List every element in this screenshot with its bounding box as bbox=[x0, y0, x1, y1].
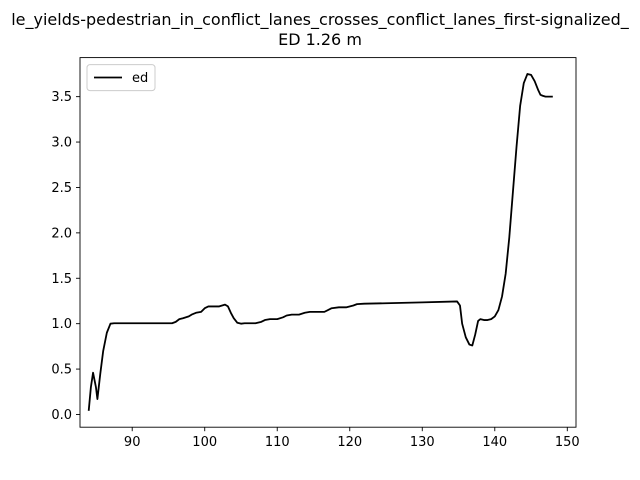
y-tick-label: 1.5 bbox=[51, 272, 72, 287]
series-line-ed bbox=[87, 73, 553, 411]
x-tick-label: 130 bbox=[410, 435, 435, 450]
y-tick-label: 3.5 bbox=[51, 90, 72, 105]
y-tick-label: 1.0 bbox=[51, 317, 72, 332]
x-tick-label: 120 bbox=[337, 435, 362, 450]
y-axis-ticks: 0.0 0.5 1.0 1.5 2.0 2.5 3.0 3.5 bbox=[51, 90, 80, 423]
x-tick-label: 100 bbox=[192, 435, 217, 450]
x-axis-ticks: 90 100 110 120 130 140 150 bbox=[124, 427, 580, 450]
x-tick-label: 150 bbox=[555, 435, 580, 450]
chart-subtitle: ED 1.26 m bbox=[278, 30, 362, 49]
y-tick-label: 2.0 bbox=[51, 226, 72, 241]
y-tick-label: 0.5 bbox=[51, 363, 72, 378]
y-tick-label: 0.0 bbox=[51, 408, 72, 423]
legend-label-ed: ed bbox=[132, 71, 148, 86]
y-tick-label: 3.0 bbox=[51, 136, 72, 151]
y-tick-label: 2.5 bbox=[51, 181, 72, 196]
chart-title: le_yields-pedestrian_in_conflict_lanes_c… bbox=[11, 10, 630, 30]
x-tick-label: 90 bbox=[124, 435, 141, 450]
x-tick-label: 140 bbox=[482, 435, 507, 450]
x-tick-label: 110 bbox=[265, 435, 290, 450]
plot-frame bbox=[79, 57, 577, 428]
legend: ed bbox=[86, 64, 156, 92]
